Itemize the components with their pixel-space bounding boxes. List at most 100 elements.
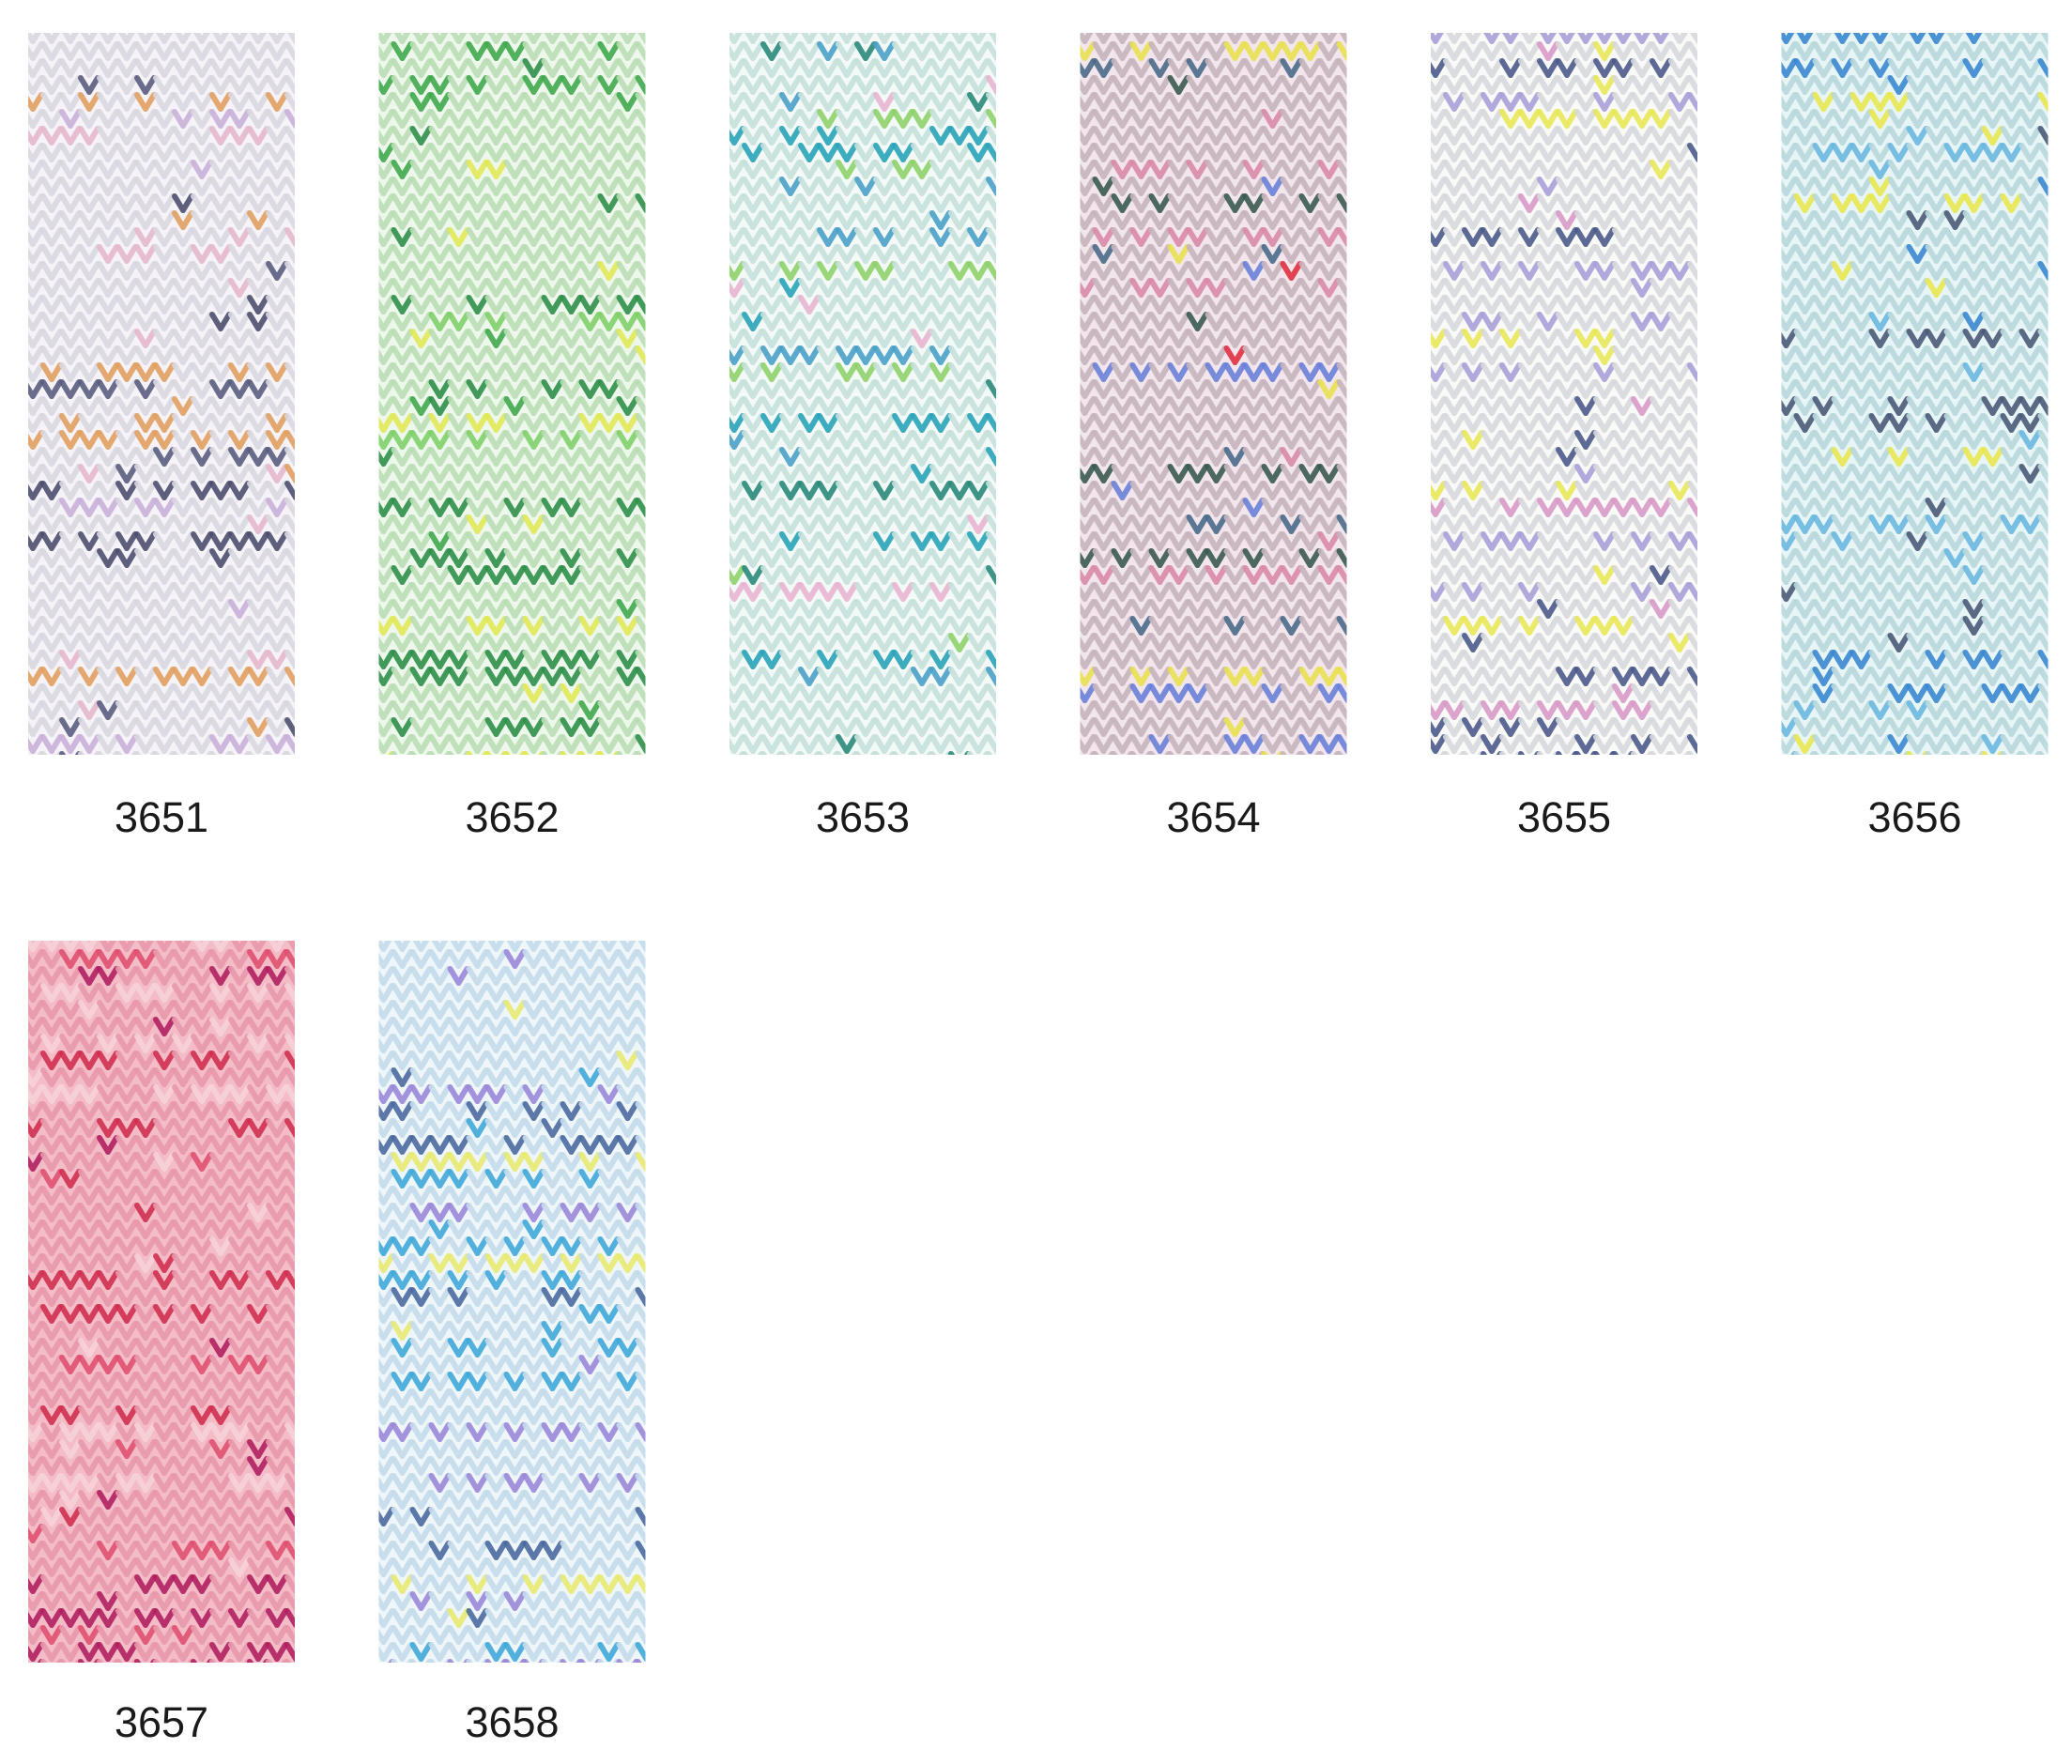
stitch [1242, 396, 1266, 416]
stitch [97, 261, 119, 281]
stitch [2018, 41, 2042, 61]
stitch [1868, 683, 1892, 703]
stitch [97, 650, 119, 669]
stitch [409, 548, 433, 568]
stitch [466, 481, 489, 500]
stitch [247, 1067, 269, 1087]
stitch [59, 1118, 82, 1138]
stitch [1336, 700, 1347, 720]
stitch [742, 109, 764, 129]
stitch [97, 1574, 119, 1594]
stitch [1317, 75, 1341, 95]
stitch [948, 312, 971, 331]
stitch [378, 548, 395, 568]
stitch [929, 143, 952, 162]
stitch [1981, 599, 2004, 619]
stitch [1612, 143, 1635, 162]
stitch [873, 464, 896, 483]
stitch [228, 734, 251, 754]
stitch [1781, 700, 1798, 720]
stitch [1499, 447, 1522, 467]
stitch [97, 345, 119, 365]
stitch [1868, 514, 1892, 534]
stitch [466, 751, 489, 755]
stitch [1812, 295, 1835, 314]
stitch [1242, 430, 1266, 450]
stitch [1593, 379, 1616, 399]
stitch [1481, 734, 1503, 754]
stitch [1499, 700, 1522, 720]
stitch [657, 298, 674, 312]
stitch [1242, 345, 1266, 365]
stitch [1186, 599, 1209, 619]
stitch [306, 1358, 323, 1372]
stitch [817, 160, 839, 179]
stitch [1518, 58, 1541, 78]
stitch [59, 193, 82, 213]
stitch [1556, 514, 1578, 534]
stitch [1431, 261, 1447, 281]
stitch [284, 413, 295, 433]
stitch [1499, 396, 1522, 416]
stitch [191, 1017, 213, 1036]
stitch [1781, 193, 1798, 213]
stitch [1358, 686, 1375, 700]
stitch [306, 162, 323, 176]
stitch [1092, 210, 1115, 230]
stitch [1812, 565, 1835, 585]
stitch [578, 548, 602, 568]
stitch [1148, 413, 1172, 433]
stitch [2037, 396, 2049, 416]
stitch [1518, 193, 1541, 213]
stitch [779, 531, 802, 551]
stitch [578, 345, 602, 365]
stitch [1868, 176, 1892, 196]
stitch [78, 126, 100, 146]
stitch [306, 1273, 323, 1287]
stitch [409, 498, 433, 517]
stitch [1962, 345, 1986, 365]
stitch [2000, 143, 2023, 162]
stitch [284, 1203, 295, 1222]
stitch [929, 261, 952, 281]
stitch [378, 498, 395, 517]
stitch [779, 430, 802, 450]
stitch [2000, 734, 2023, 754]
stitch [873, 413, 896, 433]
stitch [1887, 582, 1911, 602]
stitch [1111, 41, 1134, 61]
stitch [522, 464, 545, 483]
stitch [1298, 514, 1322, 534]
stitch [28, 1219, 44, 1239]
stitch [2060, 129, 2072, 143]
stitch [266, 413, 288, 433]
stitch [929, 109, 952, 129]
stitch [209, 1287, 232, 1307]
stitch [1462, 464, 1484, 483]
stitch [172, 983, 194, 1003]
stitch [59, 1574, 82, 1594]
stitch [1431, 565, 1447, 585]
stitch [247, 1135, 269, 1155]
stitch [1317, 700, 1341, 720]
stitch [1443, 396, 1466, 416]
stitch [209, 1152, 232, 1172]
stitch [616, 227, 639, 247]
stitch [635, 193, 646, 213]
stitch [59, 1236, 82, 1256]
stitch [1812, 548, 1835, 568]
stitch [1317, 126, 1341, 146]
stitch [191, 1000, 213, 1020]
stitch [175, 33, 192, 44]
stitch [1499, 481, 1522, 500]
stitch [1593, 176, 1616, 196]
stitch [1111, 109, 1134, 129]
stitch [1906, 633, 1929, 652]
stitch [228, 295, 251, 314]
stitch [1518, 160, 1541, 179]
stitch [742, 650, 764, 669]
stitch [1793, 717, 1817, 737]
stitch [1092, 734, 1115, 754]
stitch [228, 1321, 251, 1341]
stitch [1186, 582, 1209, 602]
